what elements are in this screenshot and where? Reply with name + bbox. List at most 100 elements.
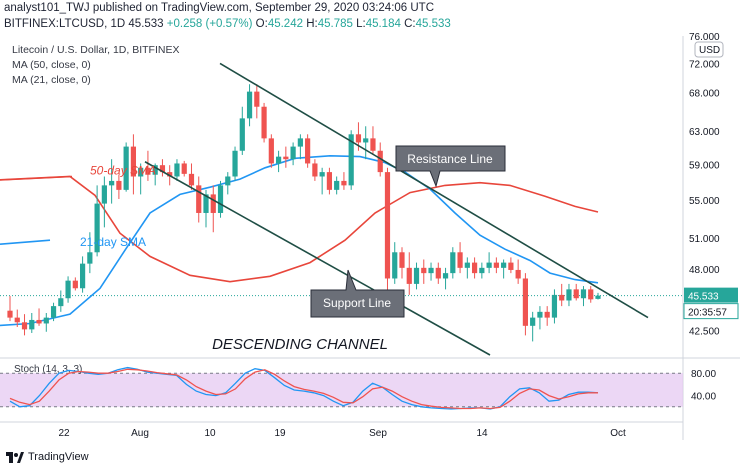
time-tick-label: 22 — [58, 428, 70, 439]
candle-body — [21, 322, 28, 330]
candle-body — [428, 267, 434, 274]
candle-body — [130, 146, 137, 177]
candle-body — [530, 317, 536, 326]
candle-body — [297, 138, 303, 147]
candle-body — [65, 280, 71, 299]
publisher-text: analyst101_TWJ published on TradingView.… — [4, 2, 435, 14]
price-tick-label: 55.000 — [689, 196, 720, 207]
candle-body — [254, 91, 260, 107]
ma21-left-segment — [0, 239, 51, 245]
ma50-line — [0, 175, 599, 283]
time-tick-label: 10 — [204, 428, 216, 439]
price-tick-label: 48.000 — [689, 265, 720, 276]
legend-title: Litecoin / U.S. Dollar, 1D, BITFINEX — [12, 44, 180, 56]
high-value: 45.785 — [317, 18, 353, 30]
candle-body — [290, 146, 296, 160]
candle-body — [479, 267, 485, 274]
candle-body — [326, 172, 333, 190]
tradingview-logo[interactable]: TradingView — [6, 451, 89, 463]
candle-body — [471, 262, 478, 274]
candle-body — [435, 267, 441, 279]
candle-body — [595, 295, 601, 299]
candle-body — [406, 267, 412, 284]
price-tick-label: 51.000 — [689, 234, 720, 245]
low-label: L: — [356, 18, 366, 30]
candle-body — [413, 267, 420, 284]
resistance-line — [219, 62, 649, 319]
support-callout-box — [310, 269, 405, 318]
candle-body — [421, 267, 427, 274]
candle-body — [464, 262, 470, 268]
candle-body — [167, 172, 173, 177]
high-label: H: — [306, 18, 318, 30]
stoch-tick-label: 40.00 — [691, 392, 716, 403]
candle-body — [551, 294, 558, 318]
candle-body — [246, 91, 253, 119]
candle-body — [442, 273, 449, 279]
candle-body — [196, 185, 202, 213]
candle-body — [36, 319, 42, 324]
candle-body — [363, 138, 369, 143]
candle-body — [283, 156, 289, 160]
candle-body — [225, 176, 231, 186]
candle-body — [515, 269, 521, 279]
stoch-tick-label: 80.00 — [691, 369, 716, 380]
candle-body — [152, 165, 158, 175]
candle-body — [181, 163, 187, 174]
candle-body — [312, 163, 318, 177]
candle-body — [268, 138, 274, 164]
time-tick-label: 14 — [476, 428, 488, 439]
candle-body — [493, 262, 499, 268]
candle-body — [319, 172, 325, 177]
candle-body — [29, 319, 35, 330]
candle-body — [116, 180, 122, 190]
candle-body — [50, 306, 57, 318]
candle-body — [79, 263, 86, 289]
candle-body — [341, 180, 347, 186]
candle-body — [486, 262, 492, 268]
candle-body — [537, 311, 543, 318]
price-tick-label: 42.500 — [689, 327, 720, 338]
candle-body — [580, 289, 587, 299]
resistance-callout-box — [395, 145, 506, 188]
candle-body — [573, 289, 579, 299]
close-label: C: — [404, 18, 416, 30]
currency-label: USD — [699, 45, 720, 56]
support-callout: Support Line — [310, 269, 405, 318]
candle-body — [109, 180, 115, 186]
last-price: 45.533 — [128, 18, 164, 30]
candle-body — [384, 172, 391, 279]
candle-body — [450, 252, 456, 274]
candle-body — [87, 252, 93, 264]
candle-body — [370, 138, 376, 151]
price-tick-label: 76.000 — [689, 32, 720, 43]
tradingview-brand: TradingView — [28, 451, 89, 463]
countdown-box — [683, 303, 739, 320]
close-value: 45.533 — [415, 18, 451, 30]
candle-body — [377, 150, 383, 173]
ma21-annotation: 21-day SMA — [80, 235, 146, 249]
tradingview-icon — [6, 451, 24, 463]
candle-body — [203, 194, 209, 213]
candle-body — [348, 134, 354, 186]
candle-body — [588, 289, 594, 300]
time-tick-label: 19 — [274, 428, 286, 439]
support-label: Support Line — [323, 296, 391, 310]
candle-body — [123, 146, 129, 190]
candle-body — [275, 156, 282, 164]
support-line — [144, 161, 491, 356]
resistance-label: Resistance Line — [407, 152, 493, 166]
time-tick-label: Oct — [610, 428, 626, 439]
stoch-d-line — [9, 368, 598, 410]
candle-body — [544, 311, 550, 318]
candle-body — [399, 252, 405, 268]
candle-body — [174, 163, 180, 177]
candle-body — [72, 280, 78, 289]
candle-body — [566, 289, 572, 301]
candle-body — [232, 150, 238, 177]
candle-body — [392, 252, 398, 279]
candle-body — [210, 194, 216, 213]
price-tick-label: 72.000 — [689, 59, 720, 70]
